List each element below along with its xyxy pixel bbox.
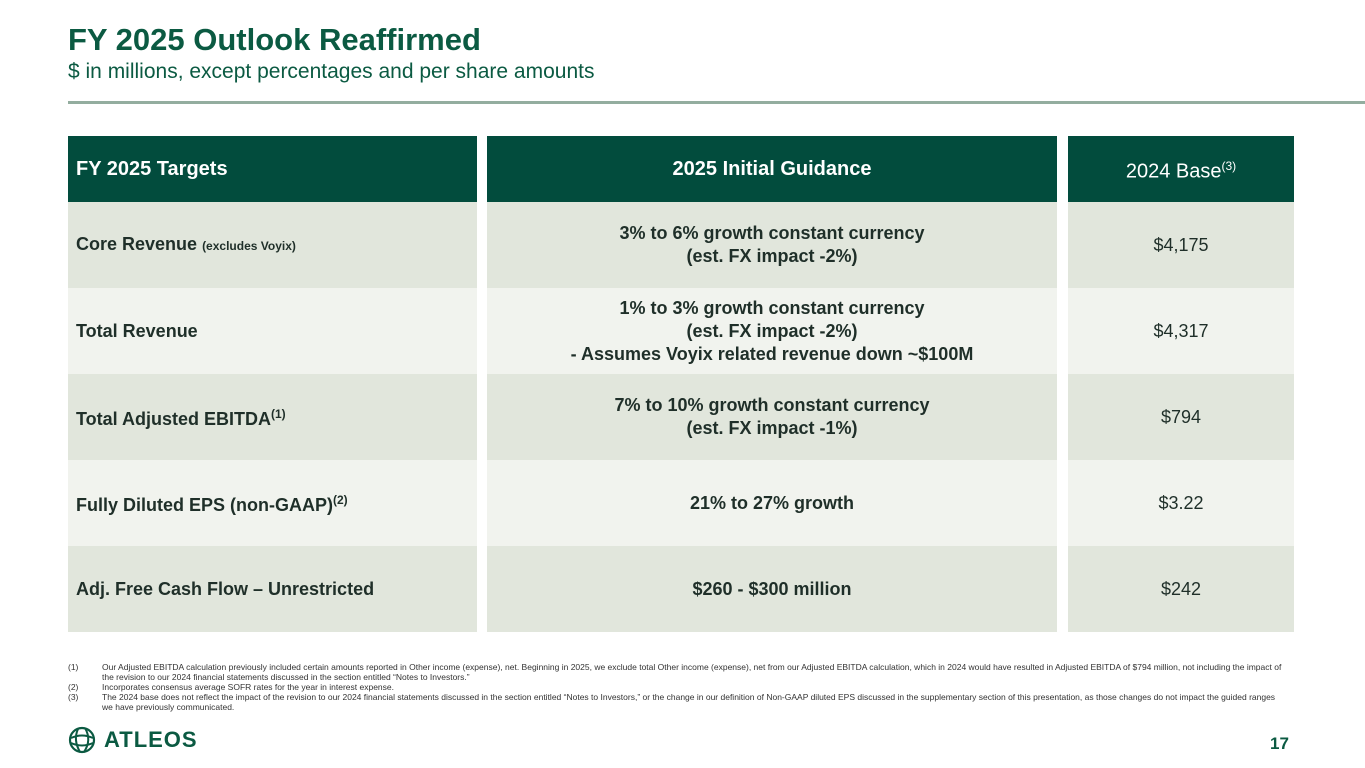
header-line: 2024 Base(3) xyxy=(1126,155,1236,184)
row-label-cell: Adj. Free Cash Flow – Unrestricted xyxy=(68,546,477,632)
header-line: FY 2025 Targets xyxy=(76,158,228,181)
base-value: $242 xyxy=(1160,578,1202,599)
base-value: $4,175 xyxy=(1153,234,1209,255)
row-label: Core Revenue (excludes Voyix) xyxy=(76,233,296,258)
title: FY 2025 Outlook Reaffirmed xyxy=(68,22,481,57)
base-cell: $242 xyxy=(1068,546,1294,632)
guidance-line: 7% to 10% growth constant currency xyxy=(614,395,930,415)
guidance-cell: 3% to 6% growth constant currency (est. F… xyxy=(487,202,1057,288)
base-cell: $4,317 xyxy=(1068,288,1294,374)
label-note: (excludes Voyix) xyxy=(202,238,296,253)
header-cell: 2024 Base(3) xyxy=(1068,136,1294,202)
row-label-cell: Total Revenue xyxy=(68,288,477,374)
footnote-text: Incorporates consensus average SOFR rate… xyxy=(102,682,394,692)
guidance-line: $260 - $300 million xyxy=(692,578,852,599)
subtitle: $ in millions, except percentages and pe… xyxy=(68,60,595,83)
row-label-cell: Fully Diluted EPS (non-GAAP)(2) xyxy=(68,460,477,546)
guidance-line: (est. FX impact -2%) xyxy=(686,320,858,341)
header-cell: FY 2025 Targets xyxy=(68,136,477,202)
guidance-cell: 7% to 10% growth constant currency (est. … xyxy=(487,374,1057,460)
label-text: Core Revenue xyxy=(76,233,198,254)
guidance-line: 21% to 27% growth xyxy=(689,492,855,513)
footnote-marker: (1) xyxy=(68,662,79,672)
row-label-cell: Core Revenue (excludes Voyix) xyxy=(68,202,477,288)
base-value: $4,317 xyxy=(1153,320,1209,341)
label-text: Adj. Free Cash Flow – Unrestricted xyxy=(76,578,375,599)
header-text: 2025 Initial Guidance xyxy=(672,157,872,180)
footnote-marker: (3) xyxy=(68,692,79,702)
label-text: Total Revenue xyxy=(76,320,198,341)
footnote-ref: (1) xyxy=(271,407,286,421)
guidance-cell: $260 - $300 million xyxy=(487,546,1057,632)
label-text: Total Adjusted EBITDA xyxy=(76,409,271,429)
guidance-cell: 1% to 3% growth constant currency (est. F… xyxy=(487,288,1057,374)
footnote-text: The 2024 base does not reflect the impac… xyxy=(102,692,1276,712)
footnote: (1) Our Adjusted EBITDA calculation previ… xyxy=(68,662,1283,682)
footnote-marker: (2) xyxy=(68,682,79,692)
row-label: Total Revenue xyxy=(76,320,198,343)
header-cell: 2025 Initial Guidance xyxy=(487,136,1057,202)
guidance-line: (est. FX impact -2%) xyxy=(686,246,858,266)
header-text: 2024 Base xyxy=(1125,160,1222,183)
guidance-cell: 21% to 27% growth xyxy=(487,460,1057,546)
base-value: $3.22 xyxy=(1158,492,1204,513)
footnote: (3) The 2024 base does not reflect the im… xyxy=(68,692,1283,712)
row-label-cell: Total Adjusted EBITDA(1) xyxy=(68,374,477,460)
guidance-line: 3% to 6% growth constant currency xyxy=(619,223,925,243)
base-value: $794 xyxy=(1160,406,1202,427)
row-label: Fully Diluted EPS (non-GAAP)(2) xyxy=(76,489,348,517)
row-label: Total Adjusted EBITDA(1) xyxy=(76,403,286,431)
guidance-line: - Assumes Voyix related revenue down ~$1… xyxy=(570,343,974,364)
base-cell: $4,175 xyxy=(1068,202,1294,288)
footnote-text: Our Adjusted EBITDA calculation previous… xyxy=(102,662,1282,682)
guidance-line: 1% to 3% growth constant currency xyxy=(619,297,925,318)
footnote-ref: (2) xyxy=(333,493,348,507)
guidance-line: (est. FX impact -1%) xyxy=(686,418,858,438)
label-text: Fully Diluted EPS (non-GAAP) xyxy=(76,495,333,515)
header-line: 2025 Initial Guidance xyxy=(673,158,872,181)
page-number: 17 xyxy=(1270,734,1289,753)
row-label: Adj. Free Cash Flow – Unrestricted xyxy=(76,578,374,601)
logo: ATLEOS xyxy=(68,726,198,754)
base-cell: $794 xyxy=(1068,374,1294,460)
footnote: (2) Incorporates consensus average SOFR r… xyxy=(68,682,1283,692)
header-text: FY 2025 Targets xyxy=(76,157,228,180)
footnote-ref: (3) xyxy=(1221,158,1237,173)
logo-text: ATLEOS xyxy=(104,727,198,752)
footnotes: (1) Our Adjusted EBITDA calculation previ… xyxy=(68,662,1283,712)
divider xyxy=(68,101,1365,104)
base-cell: $3.22 xyxy=(1068,460,1294,546)
logo-icon xyxy=(68,726,96,754)
